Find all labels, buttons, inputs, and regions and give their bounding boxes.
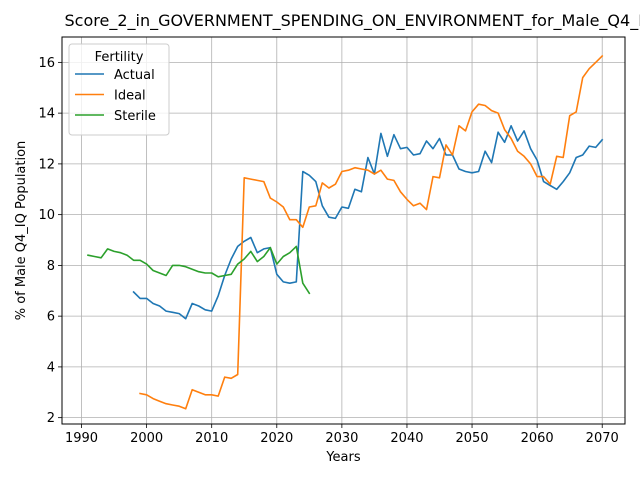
series-layer [87, 54, 604, 410]
y-axis-label: % of Male Q4_IQ Population [14, 141, 29, 321]
y-tick-label: 4 [47, 360, 55, 375]
legend-box [68, 43, 170, 136]
legend-label-sterile: Sterile [114, 109, 156, 124]
y-tick-label: 14 [38, 107, 55, 122]
y-tick-label: 6 [47, 310, 55, 325]
x-tick-label: 2070 [586, 431, 619, 446]
x-tick-label: 2050 [455, 431, 488, 446]
chart-title: Score_2_in_GOVERNMENT_SPENDING_ON_ENVIRO… [65, 11, 640, 31]
grid [62, 37, 625, 424]
y-tick-label: 10 [38, 208, 55, 223]
x-tick-label: 1990 [65, 431, 98, 446]
y-tick-label: 8 [47, 259, 55, 274]
axis-ticks: 1990 2000 2010 2020 2030 2040 2050 2060 2070 2 4 6 8… [38, 56, 618, 446]
x-tick-label: 2060 [521, 431, 554, 446]
x-tick-label: 2030 [325, 431, 358, 446]
plot-frame [61, 36, 626, 425]
x-tick-label: 2040 [390, 431, 423, 446]
y-tick-label: 12 [38, 157, 55, 172]
legend-label-ideal: Ideal [114, 89, 146, 104]
y-tick-label: 2 [47, 411, 55, 426]
x-tick-label: 2010 [195, 431, 228, 446]
legend-label-actual: Actual [114, 68, 155, 83]
x-axis-label: Years [325, 450, 361, 465]
series-line-ideal [139, 54, 604, 410]
x-tick-label: 2020 [260, 431, 293, 446]
y-tick-label: 16 [38, 56, 55, 71]
x-tick-label: 2000 [130, 431, 163, 446]
series-line-actual [132, 125, 604, 320]
legend-title: Fertility [95, 50, 144, 65]
series-line-sterile [87, 245, 311, 295]
legend: Fertility Actual Ideal Sterile [68, 43, 170, 136]
